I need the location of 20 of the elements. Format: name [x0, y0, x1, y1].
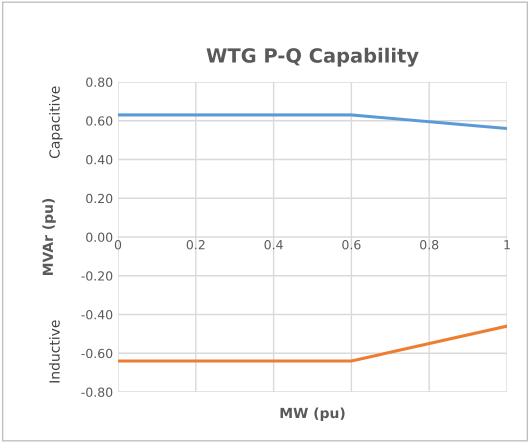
- y-tick-label: -0.20: [81, 271, 112, 281]
- y-tick-label: 0.00: [86, 232, 112, 242]
- y-tick-label: 0.60: [86, 116, 112, 126]
- x-tick-label: 0: [114, 240, 122, 250]
- y-tick-label: -0.60: [81, 348, 112, 358]
- y-tick-label: 0.20: [86, 194, 112, 204]
- text: Capacitive: [49, 86, 62, 158]
- x-tick-label: 0.2: [186, 240, 204, 250]
- chart-title: WTG P-Q Capability: [206, 48, 419, 67]
- y-tick-label: -0.40: [81, 310, 112, 320]
- y-axis-title: MVAr (pu): [42, 198, 56, 276]
- y-tick-label: 0.80: [86, 77, 112, 87]
- y-tick-label: -0.80: [81, 387, 112, 397]
- x-tick-label: 0.4: [264, 240, 283, 250]
- y-tick-label: 0.40: [86, 154, 112, 164]
- x-tick-label: 1: [504, 240, 510, 250]
- x-tick-label: 0.6: [342, 240, 361, 250]
- x-axis-title: MW (pu): [280, 408, 345, 421]
- text: Inductive: [49, 320, 60, 382]
- x-tick-label: 0.8: [420, 240, 438, 250]
